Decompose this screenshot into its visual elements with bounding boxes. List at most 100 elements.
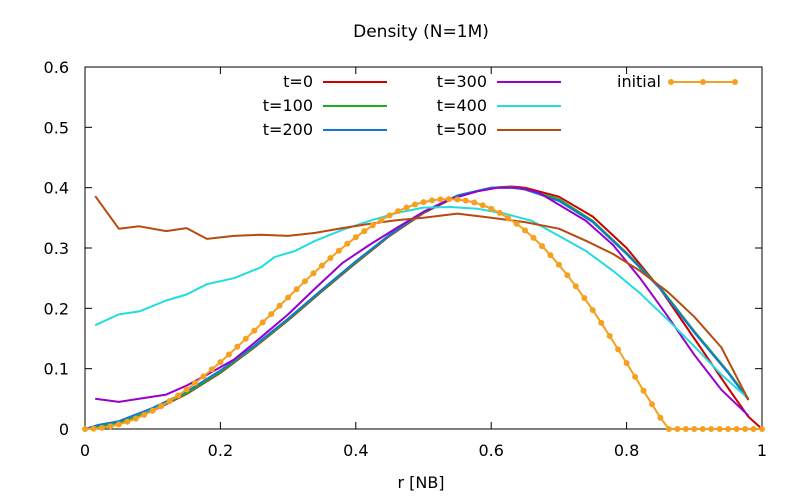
initial-data-point bbox=[166, 398, 173, 404]
legend-label: t=0 bbox=[283, 72, 313, 91]
initial-data-point bbox=[530, 234, 537, 241]
series-line-t-500 bbox=[94, 195, 750, 401]
initial-data-point bbox=[115, 421, 122, 428]
initial-data-point bbox=[708, 426, 715, 432]
initial-data-point bbox=[378, 217, 385, 224]
initial-data-point bbox=[293, 286, 300, 293]
initial-data-point bbox=[513, 220, 520, 227]
initial-data-point bbox=[522, 227, 528, 234]
x-tick-label: 0.2 bbox=[208, 441, 233, 460]
legend-label: initial bbox=[617, 72, 661, 91]
initial-data-point bbox=[268, 311, 275, 318]
legend-marker bbox=[668, 79, 674, 85]
initial-data-point bbox=[208, 366, 215, 373]
initial-data-point bbox=[649, 401, 655, 408]
x-tick-label: 0 bbox=[80, 441, 90, 460]
initial-data-point bbox=[98, 424, 105, 431]
initial-data-point bbox=[750, 426, 757, 432]
initial-data-point bbox=[200, 373, 207, 380]
y-tick-label: 0.4 bbox=[44, 179, 69, 198]
initial-data-point bbox=[547, 252, 554, 259]
initial-data-point bbox=[665, 426, 672, 432]
initial-data-point bbox=[454, 196, 461, 203]
initial-data-point bbox=[589, 307, 596, 314]
y-tick-label: 0.3 bbox=[44, 239, 69, 258]
initial-data-point bbox=[318, 262, 325, 269]
y-tick-label: 0 bbox=[59, 420, 69, 439]
initial-data-point bbox=[733, 426, 740, 432]
initial-data-point bbox=[437, 196, 444, 203]
initial-data-point bbox=[386, 212, 393, 219]
initial-data-point bbox=[555, 261, 562, 268]
initial-data-point bbox=[403, 204, 410, 211]
initial-data-point bbox=[632, 373, 639, 380]
initial-data-point bbox=[623, 360, 630, 367]
initial-data-point bbox=[759, 426, 765, 432]
axis-ticks: 0 0.2 0.4 0.6 0.8 1 0 0.1 0.2 0.3 0.4 0.5 0.6 bbox=[44, 58, 768, 460]
y-tick-label: 0.2 bbox=[44, 299, 69, 318]
legend-label: t=300 bbox=[437, 72, 487, 91]
initial-data-point bbox=[369, 222, 376, 229]
initial-data-point bbox=[217, 359, 224, 366]
initial-data-point bbox=[572, 283, 579, 290]
initial-data-point bbox=[344, 240, 351, 247]
legend: t=0 t=100 t=200 t=300 t=400 t=500 initial bbox=[263, 72, 738, 139]
x-tick-label: 0.4 bbox=[343, 441, 368, 460]
initial-data-point bbox=[225, 351, 232, 358]
initial-data-point bbox=[420, 199, 427, 206]
initial-data-point bbox=[640, 387, 647, 394]
x-tick-label: 0.8 bbox=[614, 441, 639, 460]
initial-data-point bbox=[742, 426, 749, 432]
y-tick-label: 0.5 bbox=[44, 118, 69, 137]
initial-data-point bbox=[327, 255, 334, 261]
x-axis-label: r [NB] bbox=[397, 473, 444, 492]
initial-data-point bbox=[276, 302, 283, 309]
plot-frame bbox=[84, 66, 763, 430]
initial-data-point bbox=[725, 426, 732, 432]
legend-label: t=400 bbox=[437, 96, 487, 115]
x-tick-label: 1 bbox=[757, 441, 767, 460]
initial-data-point bbox=[716, 426, 723, 432]
initial-data-point bbox=[285, 294, 292, 301]
series-line-t-400 bbox=[94, 206, 750, 400]
initial-data-point bbox=[462, 197, 469, 204]
initial-data-point bbox=[352, 234, 359, 241]
initial-data-point bbox=[479, 202, 486, 209]
y-tick-label: 0.6 bbox=[44, 58, 69, 77]
initial-data-point bbox=[674, 426, 681, 432]
legend-marker bbox=[732, 79, 738, 85]
initial-data-point bbox=[175, 392, 182, 399]
initial-data-point bbox=[539, 243, 545, 250]
y-tick-label: 0.1 bbox=[44, 360, 69, 379]
series-lines bbox=[82, 185, 765, 432]
initial-data-point bbox=[302, 278, 308, 285]
x-tick-label: 0.6 bbox=[478, 441, 503, 460]
initial-data-point bbox=[488, 205, 495, 212]
initial-data-point bbox=[412, 201, 418, 208]
chart-title: Density (N=1M) bbox=[353, 22, 489, 42]
initial-data-point bbox=[90, 425, 97, 432]
initial-data-point bbox=[158, 403, 165, 410]
initial-data-point bbox=[82, 426, 88, 432]
initial-data-point bbox=[183, 386, 190, 393]
initial-data-point bbox=[429, 197, 435, 204]
series-line-t-200 bbox=[84, 186, 750, 430]
initial-data-point bbox=[141, 411, 148, 418]
initial-data-point bbox=[581, 295, 588, 301]
legend-label: t=100 bbox=[263, 96, 313, 115]
initial-data-point bbox=[606, 333, 613, 339]
legend-marker bbox=[700, 79, 706, 85]
initial-data-point bbox=[107, 423, 114, 430]
initial-data-point bbox=[699, 426, 706, 432]
initial-data-point bbox=[259, 319, 266, 326]
initial-data-point bbox=[234, 343, 241, 350]
initial-data-point bbox=[310, 270, 317, 277]
initial-data-point bbox=[149, 407, 156, 414]
initial-data-point bbox=[251, 327, 258, 334]
initial-data-point bbox=[361, 228, 368, 235]
initial-data-point bbox=[445, 196, 452, 203]
initial-data-point bbox=[657, 414, 664, 421]
initial-data-point bbox=[615, 346, 622, 353]
initial-data-point bbox=[242, 335, 249, 342]
